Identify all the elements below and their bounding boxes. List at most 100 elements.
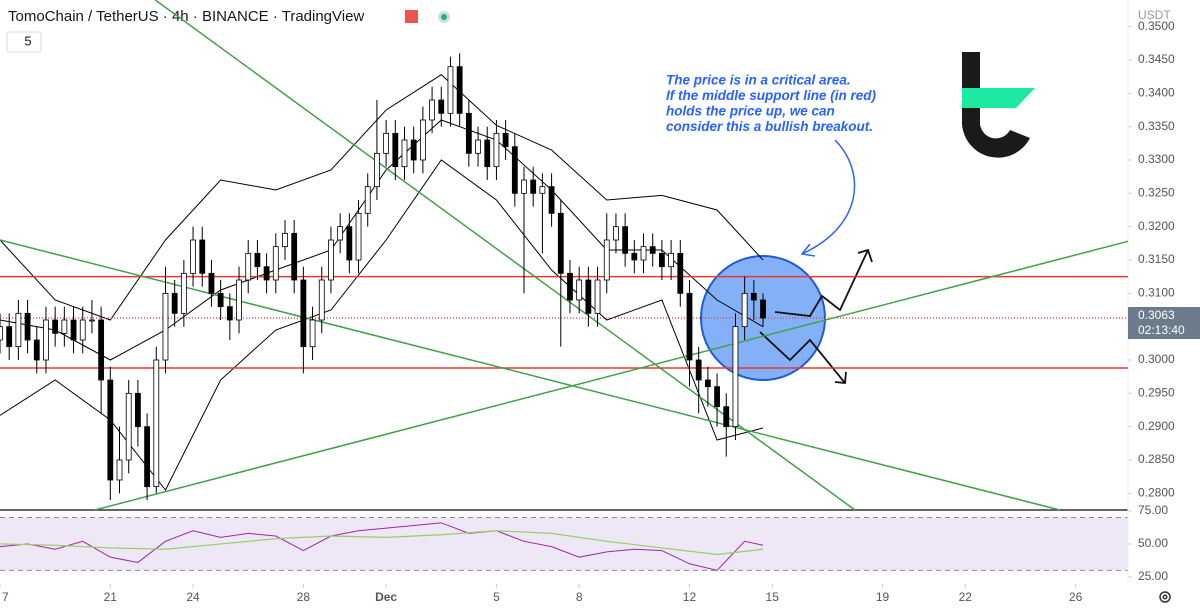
interval-value[interactable]: 5: [24, 33, 31, 48]
candle-body: [15, 312, 22, 348]
candle-body: [649, 246, 656, 254]
candle-body: [401, 139, 408, 168]
y-tick-label: 0.2800: [1138, 486, 1175, 500]
y-tick-label: 0.3500: [1138, 19, 1175, 33]
currency[interactable]: USDT: [1138, 8, 1171, 22]
x-tick-label: 7: [2, 590, 9, 604]
candle-body: [217, 292, 224, 308]
candle-body: [116, 459, 123, 481]
candle-body: [493, 132, 500, 168]
candle-body: [364, 186, 371, 214]
candle-body: [714, 386, 720, 408]
trendline: [94, 240, 1129, 511]
y-tick-label: 0.2950: [1138, 386, 1175, 400]
price-label: 0.3063: [1138, 308, 1175, 322]
flag-icon: [405, 10, 418, 23]
y-tick-label: 0.3300: [1138, 152, 1175, 166]
candle-body: [180, 272, 187, 314]
y-tick-label: 0.3100: [1138, 286, 1175, 300]
candle-body: [659, 252, 665, 268]
interval-box[interactable]: [6, 31, 42, 53]
candle-body: [43, 319, 49, 361]
candle-body: [668, 252, 675, 268]
candle-body: [171, 292, 178, 314]
candle-body: [236, 279, 242, 321]
candle-body: [419, 119, 426, 161]
y-tick-label: 0.3150: [1138, 252, 1175, 266]
candle-body: [226, 306, 233, 321]
x-tick-label: 19: [876, 590, 890, 604]
rsi-y-tick-label: 75.00: [1138, 503, 1168, 517]
candle-body: [429, 99, 435, 121]
x-tick-label: 22: [959, 590, 973, 604]
trendline: [0, 239, 1061, 511]
candle-body: [383, 132, 390, 154]
candle-body: [760, 299, 766, 319]
annotation-text: If the middle support line (in red): [666, 88, 877, 103]
candle-body: [24, 312, 31, 341]
candle-body: [447, 66, 454, 114]
x-tick-label: Dec: [375, 590, 397, 604]
candle-body: [557, 212, 564, 274]
candle-body: [704, 379, 711, 388]
candle-body: [723, 406, 730, 428]
y-tick-label: 0.3250: [1138, 186, 1175, 200]
candle-body: [750, 292, 757, 301]
candle-body: [456, 66, 463, 114]
candle-body: [291, 232, 298, 281]
candle-body: [640, 246, 647, 261]
y-tick-label: 0.2850: [1138, 452, 1175, 466]
candle-body: [484, 139, 491, 168]
candle-body: [153, 359, 160, 488]
candle-body: [686, 292, 693, 361]
candle-body: [162, 292, 169, 361]
candle-body: [328, 239, 334, 281]
candle-body: [318, 279, 325, 321]
rsi-ma-line: [0, 530, 764, 556]
x-tick-label: 8: [576, 590, 583, 604]
candle-body: [622, 226, 629, 254]
y-tick-label: 0.2900: [1138, 419, 1175, 433]
candle-body: [300, 279, 307, 348]
candle-body: [732, 326, 739, 428]
candle-body: [530, 179, 537, 194]
candle-body: [144, 426, 150, 488]
x-tick-label: 15: [766, 590, 780, 604]
candle-body: [631, 252, 638, 261]
candle-body: [254, 252, 261, 268]
callout-arrow-head: [800, 243, 816, 257]
candle-body: [346, 226, 353, 261]
candle-body: [199, 239, 206, 274]
x-tick-label: 5: [493, 590, 500, 604]
candle-body: [79, 319, 86, 341]
rsi-y-tick-label: 25.00: [1138, 569, 1168, 583]
y-tick-label: 0.3200: [1138, 219, 1175, 233]
chart-header: TomoChain / TetherUS · 4h · BINANCE · Tr…: [8, 8, 364, 25]
candle-body: [33, 339, 40, 361]
y-tick-label: 0.3400: [1138, 86, 1175, 100]
candle-body: [98, 319, 105, 381]
candle-body: [511, 146, 518, 194]
candle-body: [70, 319, 77, 341]
candle-body: [585, 279, 592, 314]
candle-body: [6, 326, 13, 348]
candle-body: [355, 212, 362, 261]
candle-body: [677, 252, 684, 294]
candle-body: [502, 132, 509, 148]
candle-body: [475, 139, 481, 154]
settings-icon[interactable]: [1159, 591, 1171, 603]
candle-body: [465, 112, 472, 154]
candle-body: [272, 246, 279, 281]
candle-body: [594, 279, 601, 314]
candle-body: [282, 232, 288, 248]
candle-body: [539, 186, 546, 194]
candle-body: [548, 186, 555, 214]
candle-body: [263, 266, 270, 281]
candle-body: [576, 279, 583, 301]
status-dot: [441, 14, 447, 20]
candle-body: [392, 132, 399, 168]
annotation-text: holds the price up, we can: [666, 104, 835, 119]
y-tick-label: 0.3450: [1138, 52, 1175, 66]
x-tick-label: 28: [297, 590, 311, 604]
candle-body: [125, 392, 132, 461]
